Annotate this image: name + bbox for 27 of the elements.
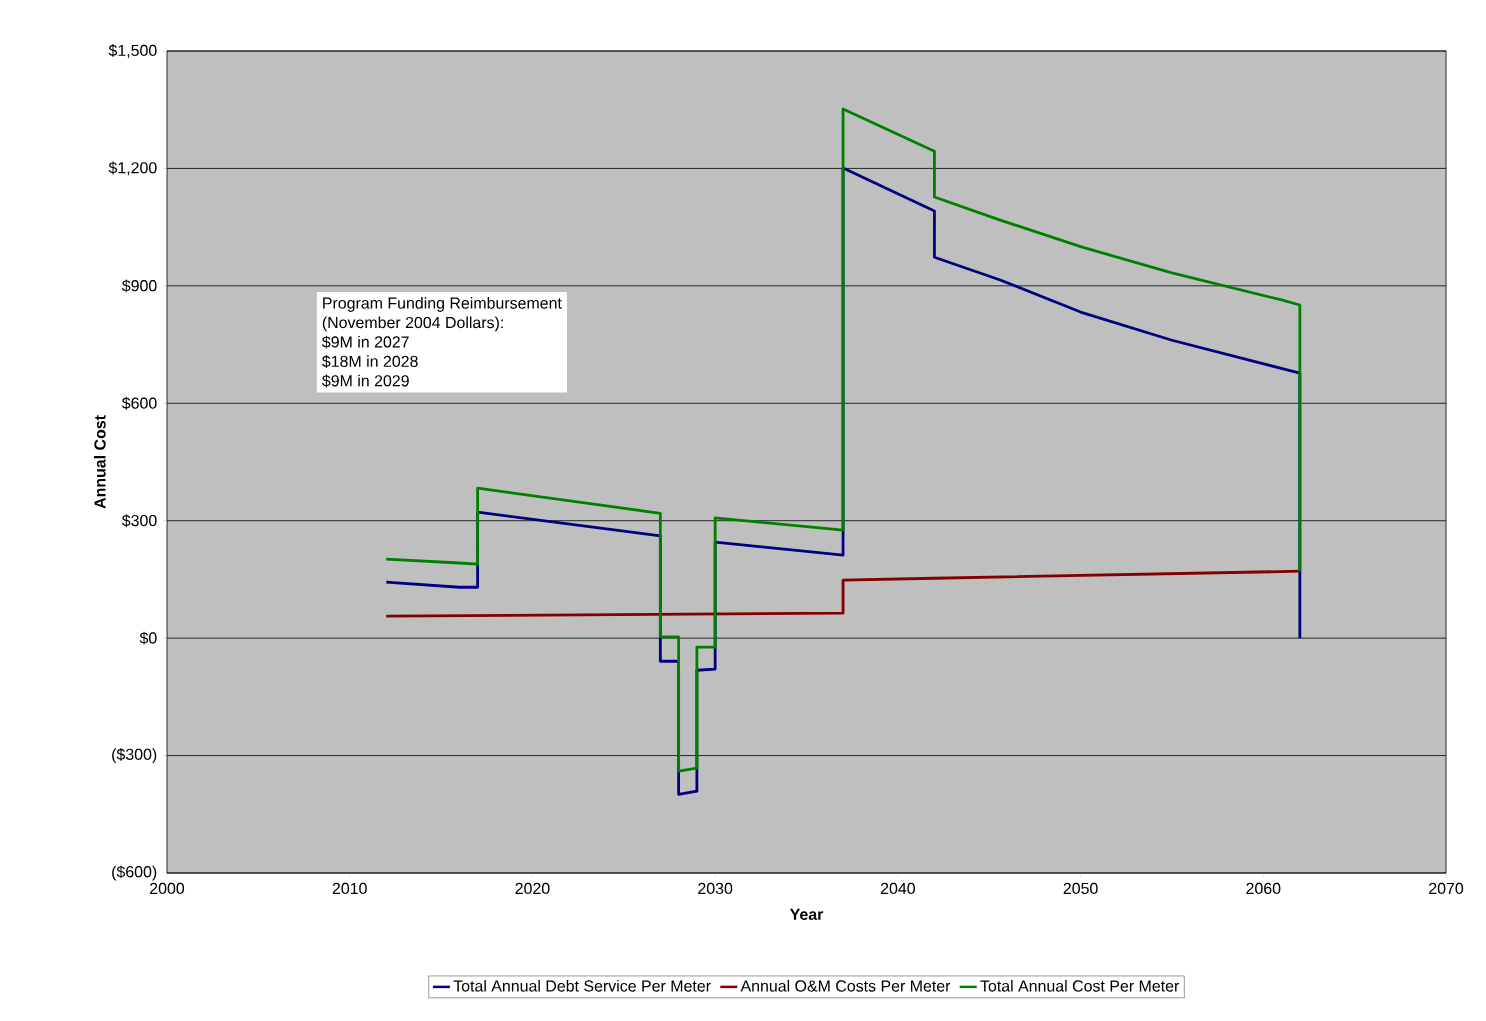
x-axis-title: Year — [789, 908, 824, 920]
x-tick-label: 2050 — [1063, 882, 1098, 895]
legend-label: Total Annual Debt Service Per Meter — [453, 979, 711, 992]
y-tick-label: $1,200 — [108, 161, 157, 176]
x-tick-label: 2060 — [1246, 882, 1281, 895]
y-tick-label: ($300) — [112, 748, 157, 764]
annotation: Program Funding Reimbursement — [323, 297, 562, 312]
y-tick-label: $900 — [121, 279, 157, 293]
y-tick-label: $600 — [121, 396, 157, 410]
legend-label: Annual O&M Costs Per Meter — [740, 979, 951, 992]
x-tick-label: 2010 — [332, 882, 367, 895]
line-series — [384, 569, 1302, 618]
x-tick-label: 2040 — [880, 882, 915, 895]
x-tick-label: 2030 — [698, 882, 733, 895]
annotation: $18M in 2028 — [322, 355, 418, 368]
y-tick-label: $1,500 — [108, 44, 157, 58]
y-tick-label: ($600) — [112, 865, 157, 881]
x-tick-label: 2070 — [1429, 882, 1464, 895]
legend-label: Total Annual Cost Per Meter — [980, 979, 1180, 992]
y-tick-label: $0 — [139, 631, 157, 645]
y-axis-title: Annual Cost — [93, 415, 106, 509]
annotation: $9M in 2029 — [322, 374, 409, 388]
annotation: (November 2004 Dollars): — [322, 316, 503, 332]
x-tick-label: 2020 — [515, 882, 550, 895]
annotation: $9M in 2027 — [322, 335, 409, 349]
y-tick-label: $300 — [121, 514, 157, 528]
x-tick-label: 2000 — [150, 882, 185, 895]
